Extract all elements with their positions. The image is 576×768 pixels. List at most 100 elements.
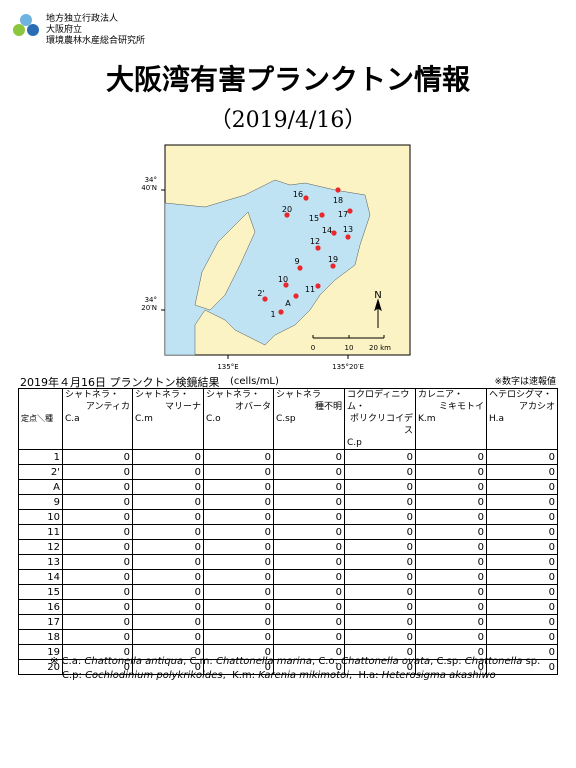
footnote-text: C.p: [62, 670, 86, 681]
cell: 2' [18, 464, 63, 480]
station-label: 9 [294, 257, 299, 266]
cell: 0 [486, 494, 558, 510]
station-marker [335, 187, 341, 193]
title: 大阪湾有害プランクトン情報 [105, 63, 470, 96]
cell: 0 [486, 569, 558, 585]
cell: 0 [273, 659, 345, 675]
scale-label: 0 [311, 344, 315, 352]
station-label: 17 [338, 210, 348, 219]
lat-label: 40′N [141, 184, 157, 192]
column-name: シャトネラ・ [206, 390, 261, 400]
station-marker [278, 309, 284, 315]
lat-label: 34° [145, 296, 157, 304]
table-caption: 2019年４月16日 プランクトン検鏡結果 [20, 376, 220, 389]
station-label: 15 [309, 214, 319, 223]
station-label: 12 [310, 237, 320, 246]
column-name: アカシオ [518, 402, 555, 412]
station-marker [293, 293, 299, 299]
cell: 0 [486, 509, 558, 525]
cell: 0 [62, 569, 133, 585]
cell: 15 [18, 584, 63, 600]
cell: 0 [62, 524, 133, 540]
cell: 0 [273, 524, 345, 540]
station-marker [347, 208, 353, 214]
cell: 0 [132, 539, 204, 555]
column-name: 種不明 [314, 402, 342, 412]
column-name: シャトネラ・ [65, 390, 120, 400]
cell: 0 [273, 569, 345, 585]
cell: 13 [18, 554, 63, 570]
cell: 16 [18, 599, 63, 615]
cell: 0 [486, 659, 558, 675]
cell: 0 [415, 509, 487, 525]
lat-label: 34° [145, 176, 157, 184]
cell: 0 [62, 629, 133, 645]
station-label: 19 [328, 255, 338, 264]
cell: 0 [273, 464, 345, 480]
cell: 0 [415, 479, 487, 495]
column-name: オバータ [234, 402, 271, 412]
column-abbr: C.sp [276, 414, 296, 424]
cell: 0 [203, 539, 274, 555]
cell: 0 [415, 464, 487, 480]
column-abbr: C.o [206, 414, 221, 424]
cell: 0 [132, 659, 204, 675]
cell: 0 [486, 554, 558, 570]
cell: 0 [344, 464, 416, 480]
org-name: 地方独立行政法人 [46, 14, 119, 24]
cell: 0 [344, 479, 416, 495]
station-label: 16 [293, 190, 303, 199]
cell: 0 [486, 464, 558, 480]
cell: 0 [132, 614, 204, 630]
station-label: 14 [322, 226, 332, 235]
cell: 0 [62, 659, 133, 675]
cell: 0 [203, 479, 274, 495]
cell: 0 [203, 509, 274, 525]
cell: 0 [132, 554, 204, 570]
cell: 0 [132, 584, 204, 600]
station-label: 1 [270, 310, 275, 319]
column-abbr: C.m [135, 414, 153, 424]
lat-label: 20′N [141, 304, 157, 312]
cell: 0 [62, 614, 133, 630]
logo [13, 14, 39, 36]
cell: 0 [415, 629, 487, 645]
cell: 0 [62, 464, 133, 480]
station-marker [331, 230, 337, 236]
cell: 0 [486, 449, 558, 465]
cell: 0 [344, 629, 416, 645]
cell: 0 [132, 599, 204, 615]
cell: シャトネラ種不明 C.sp [273, 388, 345, 450]
cell: 0 [273, 509, 345, 525]
cell: 0 [62, 479, 133, 495]
cell: 0 [486, 629, 558, 645]
column-name: アンティカ [85, 402, 130, 412]
cell: 0 [132, 509, 204, 525]
station-label: 20 [282, 205, 292, 214]
column-name: シャトネラ [276, 390, 322, 400]
cell: 0 [344, 494, 416, 510]
station-marker [345, 234, 351, 240]
note: ※数字は速報値 [494, 377, 556, 387]
cell: 0 [273, 584, 345, 600]
cell: 14 [18, 569, 63, 585]
station-marker [319, 212, 325, 218]
corner-label: 定点＼種 [21, 414, 53, 423]
footnote-text: Heterosigma akashiwo [381, 670, 496, 681]
cell: 0 [203, 644, 274, 660]
cell: 0 [203, 494, 274, 510]
cell: 0 [486, 614, 558, 630]
scale-label: 20 km [369, 344, 391, 352]
cell: 定点＼種 [18, 388, 63, 450]
cell: 17 [18, 614, 63, 630]
station-marker [315, 245, 321, 251]
cell: 0 [415, 644, 487, 660]
station-marker [330, 263, 336, 269]
north-label: N [374, 290, 381, 301]
cell: 0 [273, 599, 345, 615]
cell: 0 [344, 644, 416, 660]
cell: 18 [18, 629, 63, 645]
cell: 0 [132, 629, 204, 645]
cell: 0 [344, 509, 416, 525]
